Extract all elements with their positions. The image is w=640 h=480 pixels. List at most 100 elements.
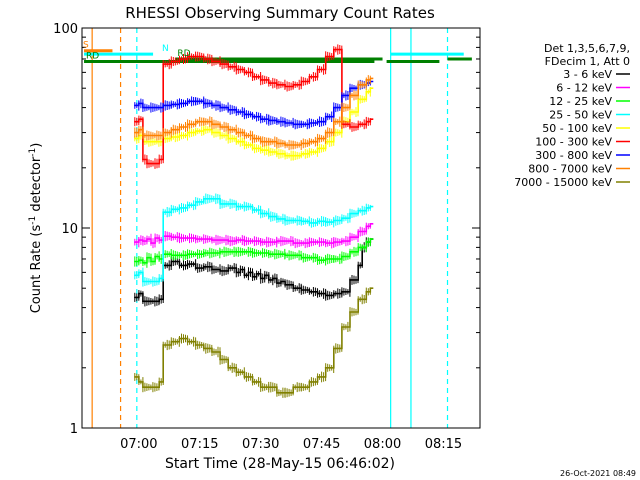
data-point-25-50-kev [194, 201, 197, 203]
data-point-3-6-kev [194, 267, 197, 269]
data-point-7000-15000-kev [324, 367, 327, 369]
data-point-7000-15000-kev [316, 376, 319, 378]
data-point-3-6-kev [308, 291, 311, 293]
data-point-300-800-kev [324, 115, 327, 118]
data-point-800-7000-kev [341, 106, 343, 109]
data-point-50-100-kev [284, 154, 286, 157]
data-point-800-7000-kev [203, 120, 205, 123]
data-point-50-100-kev [308, 151, 311, 153]
data-point-7000-15000-kev [227, 367, 229, 369]
data-point-7000-15000-kev [142, 386, 144, 389]
data-point-50-100-kev [186, 131, 189, 134]
legend-entry-3-6-kev: 3 - 6 keV [563, 68, 612, 81]
data-point-300-800-kev [203, 102, 205, 105]
x-tick-label-07-00: 07:00 [120, 437, 157, 452]
data-point-50-100-kev [292, 154, 295, 157]
data-point-800-7000-kev [300, 142, 303, 145]
data-point-100-300-kev [243, 71, 246, 74]
legend-entry-12-25-kev: 12 - 25 keV [549, 95, 612, 108]
data-point-7000-15000-kev [158, 381, 160, 383]
data-point-100-300-kev [276, 84, 278, 86]
legend-entry-800-7000-kev: 800 - 7000 keV [528, 163, 612, 176]
data-point-7000-15000-kev [276, 392, 278, 394]
data-point-12-25-kev [142, 262, 144, 264]
data-point-7000-15000-kev [170, 340, 173, 343]
y-axis-label-end: ) [29, 143, 44, 148]
data-point-3-6-kev [142, 300, 144, 303]
data-point-6-12-kev [292, 242, 295, 244]
data-point-50-100-kev [243, 144, 246, 146]
data-point-300-800-kev [276, 120, 278, 123]
x-axis: 07:00 07:15 07:30 07:45 08:00 08:15 [120, 437, 462, 452]
chart-title: RHESSI Observing Summary Count Rates [125, 4, 435, 22]
data-point-800-7000-kev [162, 131, 164, 134]
data-point-800-7000-kev [194, 120, 197, 123]
data-point-300-800-kev [194, 100, 197, 103]
data-point-300-800-kev [259, 118, 262, 120]
data-point-800-7000-kev [186, 123, 189, 126]
data-point-7000-15000-kev [178, 337, 181, 340]
data-point-50-100-kev [369, 87, 372, 89]
data-point-800-7000-kev [235, 131, 238, 134]
data-point-12-25-kev [324, 258, 327, 260]
data-point-6-12-kev [194, 238, 197, 240]
data-point-7000-15000-kev [292, 386, 295, 389]
data-point-100-300-kev [268, 82, 270, 84]
data-point-6-12-kev [235, 239, 238, 241]
data-point-100-300-kev [203, 58, 205, 60]
data-point-50-100-kev [227, 137, 229, 140]
flag-labels: S N RD RD [83, 41, 191, 62]
data-point-12-25-kev [134, 260, 136, 263]
data-point-300-800-kev [268, 119, 270, 122]
data-point-7000-15000-kev [341, 326, 343, 328]
data-point-800-7000-kev [251, 137, 254, 140]
data-point-3-6-kev [284, 284, 286, 286]
legend-entry-300-800-kev: 300 - 800 keV [535, 149, 612, 162]
data-point-3-6-kev [251, 276, 254, 278]
data-point-6-12-kev [170, 236, 173, 238]
data-point-6-12-kev [243, 240, 246, 242]
data-point-12-25-kev [138, 259, 140, 262]
flag-label-2: N [162, 44, 169, 54]
data-point-3-6-kev [138, 292, 140, 295]
data-point-25-50-kev [324, 221, 327, 223]
data-point-100-300-kev [292, 84, 295, 86]
data-point-7000-15000-kev [235, 371, 238, 374]
legend: Det 1,3,5,6,7,9, FDecim 1, Att 0 3 - 6 k… [514, 42, 630, 189]
data-point-6-12-kev [158, 239, 160, 241]
data-point-12-25-kev [284, 254, 286, 257]
legend-entry-50-100-kev: 50 - 100 keV [542, 122, 612, 135]
data-point-100-300-kev [134, 120, 136, 123]
data-point-3-6-kev [300, 289, 303, 291]
data-point-300-800-kev [178, 102, 181, 105]
data-point-3-6-kev [235, 271, 238, 274]
data-point-300-800-kev [300, 123, 303, 126]
data-point-25-50-kev [170, 208, 173, 211]
data-point-100-300-kev [308, 76, 311, 78]
flag-label-5: RD [86, 51, 99, 61]
data-point-12-25-kev [158, 258, 160, 260]
data-point-100-300-kev [235, 68, 238, 71]
data-point-7000-15000-kev [138, 381, 140, 383]
data-point-12-25-kev [154, 255, 156, 258]
y-axis-label-main: Count Rate (s [29, 225, 44, 314]
data-point-800-7000-kev [308, 140, 311, 143]
data-point-12-25-kev [150, 260, 152, 263]
timestamp: 26-Oct-2021 08:49 [560, 469, 636, 478]
data-point-3-6-kev [333, 292, 335, 295]
data-point-7000-15000-kev [186, 340, 189, 343]
data-point-300-800-kev [333, 106, 335, 109]
series-lines [134, 44, 374, 398]
data-point-800-7000-kev [178, 126, 181, 128]
data-point-100-300-kev [349, 126, 351, 128]
data-point-12-25-kev [333, 258, 335, 260]
data-point-100-300-kev [369, 118, 372, 120]
data-point-3-6-kev [158, 298, 160, 301]
y-axis-label-mid: detector [29, 156, 44, 216]
data-point-25-50-kev [284, 219, 286, 222]
data-point-100-300-kev [162, 63, 164, 65]
data-point-100-300-kev [227, 66, 229, 68]
data-point-25-50-kev [219, 203, 221, 205]
data-point-300-800-kev [138, 102, 140, 105]
